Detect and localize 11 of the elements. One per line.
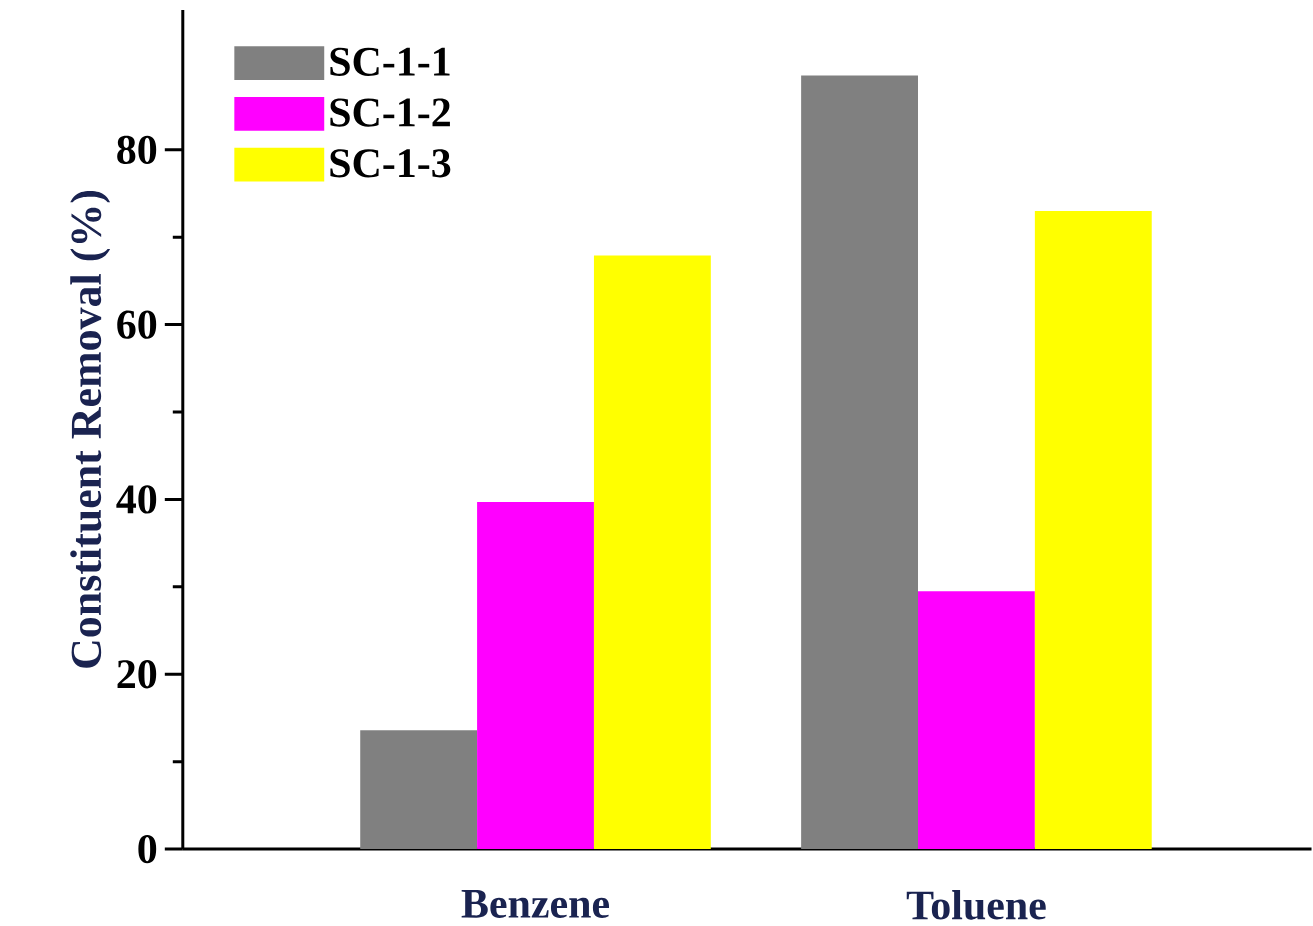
legend-label: SC-1-3 bbox=[330, 149, 451, 178]
y-tick-label: 20 bbox=[117, 659, 157, 689]
legend-label: SC-1-1 bbox=[330, 47, 450, 76]
x-tick-label: Benzene bbox=[461, 889, 610, 918]
y-tick-label: 60 bbox=[117, 310, 157, 339]
legend-label: SC-1-2 bbox=[330, 98, 450, 127]
y-axis-title: Constituent Removal (%) bbox=[70, 190, 111, 668]
y-tick-label: 0 bbox=[138, 834, 157, 864]
y-tick-label: 80 bbox=[117, 135, 157, 164]
y-tick-label: 40 bbox=[116, 485, 157, 514]
x-tick-label: Toluene bbox=[906, 889, 1046, 920]
